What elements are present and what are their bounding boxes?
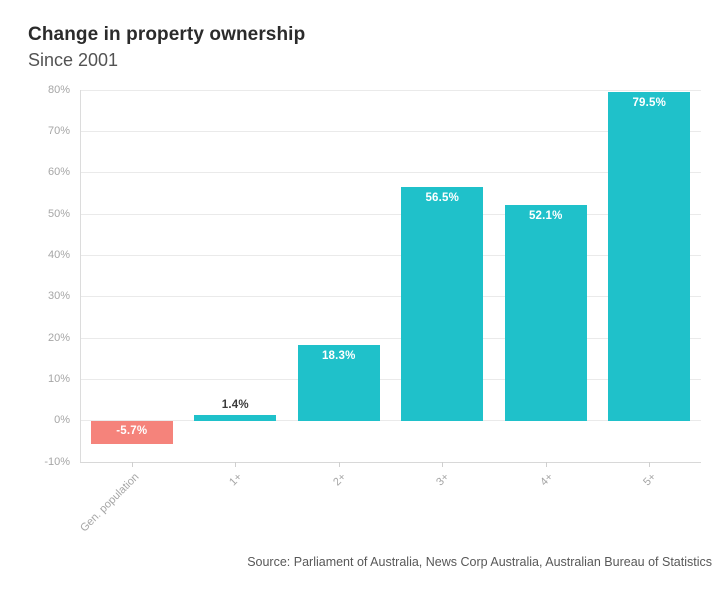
x-axis-tick	[338, 462, 340, 467]
x-axis-label: 5+	[641, 471, 659, 489]
x-axis-tick	[545, 462, 547, 467]
x-axis-label: 3+	[434, 471, 452, 489]
y-axis-label: 20%	[47, 331, 70, 344]
bar-value-label: 56.5%	[425, 192, 460, 205]
grid-line	[80, 172, 701, 174]
x-axis-tick	[649, 462, 651, 467]
grid-line	[80, 296, 701, 298]
bar-value-label: 18.3%	[321, 350, 356, 363]
x-axis-label: 4+	[537, 471, 556, 489]
y-axis-line	[80, 90, 81, 462]
chart-title: Change in property ownership	[28, 24, 306, 45]
grid-line	[80, 378, 701, 380]
chart-subtitle: Since 2001	[28, 50, 119, 70]
x-axis-tick	[131, 462, 133, 467]
y-axis-label: 40%	[47, 248, 70, 261]
bar	[194, 414, 277, 421]
y-axis-label: -10%	[44, 455, 70, 468]
x-axis-label: Gen. population	[77, 471, 142, 535]
x-axis-line	[80, 461, 701, 463]
y-axis-label: 60%	[47, 166, 70, 179]
bar-value-label: -5.7%	[116, 425, 148, 438]
x-axis-label: 2+	[330, 471, 349, 489]
grid-line	[80, 254, 701, 256]
bar	[504, 205, 587, 421]
x-axis-label: 1+	[227, 471, 245, 489]
bar	[401, 187, 484, 421]
bar-value-label: 1.4%	[221, 398, 249, 411]
x-axis-tick	[235, 462, 237, 467]
grid-line	[80, 420, 701, 422]
bar	[297, 345, 380, 421]
y-axis-label: 70%	[47, 124, 70, 137]
grid-line	[80, 213, 701, 215]
y-axis-label: 10%	[47, 372, 70, 385]
y-axis-label: 80%	[47, 83, 70, 96]
x-axis-tick	[442, 462, 444, 467]
grid-line	[80, 89, 701, 91]
bar	[608, 92, 691, 421]
bar-value-label: 52.1%	[528, 210, 563, 223]
y-axis-label: 0%	[54, 414, 70, 427]
bar	[90, 420, 173, 445]
grid-line	[80, 337, 701, 339]
y-axis-label: 30%	[47, 290, 70, 303]
y-axis-label: 50%	[47, 207, 70, 220]
grid-line	[80, 130, 701, 132]
source-note: Source: Parliament of Australia, News Co…	[247, 555, 712, 569]
bar-value-label: 79.5%	[632, 97, 667, 110]
